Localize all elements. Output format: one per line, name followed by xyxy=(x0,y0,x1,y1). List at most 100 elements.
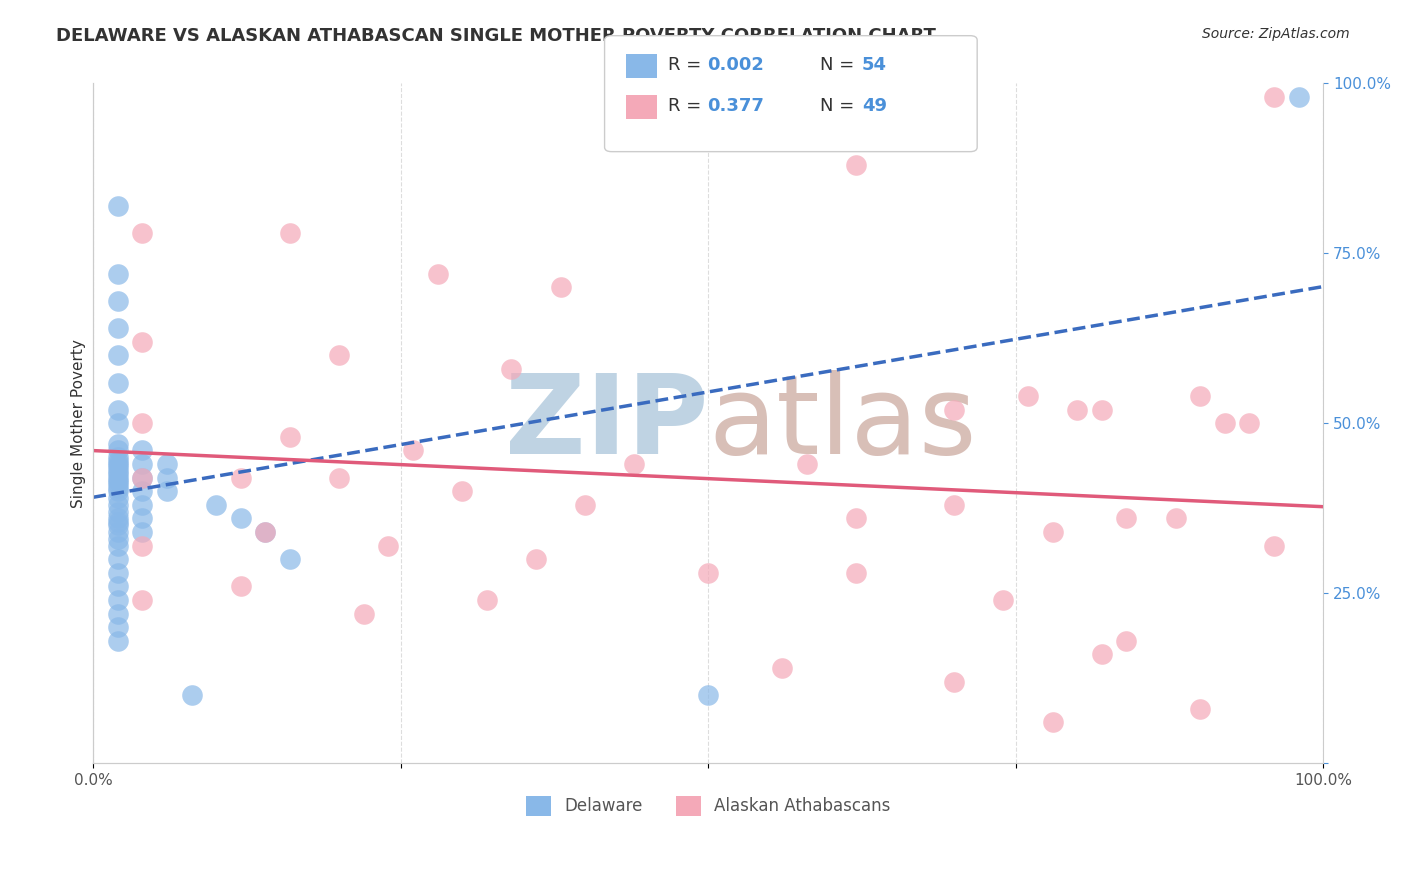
Point xyxy=(278,226,301,240)
Point xyxy=(1066,402,1088,417)
Point xyxy=(107,579,129,593)
Point xyxy=(131,470,153,484)
Point xyxy=(107,464,129,478)
Point xyxy=(107,518,129,533)
Point xyxy=(131,511,153,525)
Point xyxy=(1213,417,1236,431)
Point xyxy=(1091,648,1114,662)
Point xyxy=(107,524,129,539)
Point xyxy=(550,280,572,294)
Point xyxy=(1042,524,1064,539)
Point xyxy=(107,443,129,458)
Point xyxy=(1239,417,1261,431)
Point xyxy=(770,661,793,675)
Point xyxy=(1189,702,1212,716)
Point xyxy=(1042,715,1064,730)
Point xyxy=(1091,402,1114,417)
Text: DELAWARE VS ALASKAN ATHABASCAN SINGLE MOTHER POVERTY CORRELATION CHART: DELAWARE VS ALASKAN ATHABASCAN SINGLE MO… xyxy=(56,27,936,45)
Point xyxy=(1017,389,1039,403)
Point xyxy=(107,293,129,308)
Point xyxy=(845,158,868,172)
Point xyxy=(107,620,129,634)
Point xyxy=(107,470,129,484)
Point xyxy=(131,484,153,499)
Point xyxy=(107,505,129,519)
Point xyxy=(131,226,153,240)
Text: 49: 49 xyxy=(862,97,887,115)
Point xyxy=(131,334,153,349)
Point xyxy=(796,457,818,471)
Point xyxy=(107,436,129,450)
Point xyxy=(180,688,202,702)
Point xyxy=(524,552,547,566)
Point xyxy=(107,552,129,566)
Point xyxy=(1164,511,1187,525)
Point xyxy=(993,593,1015,607)
Point xyxy=(107,460,129,475)
Text: R =: R = xyxy=(668,56,707,74)
Point xyxy=(107,417,129,431)
Point xyxy=(328,470,350,484)
Text: 0.002: 0.002 xyxy=(707,56,763,74)
Point xyxy=(1189,389,1212,403)
Point xyxy=(107,593,129,607)
Text: R =: R = xyxy=(668,97,707,115)
Point xyxy=(156,457,179,471)
Text: N =: N = xyxy=(820,56,859,74)
Point xyxy=(697,688,720,702)
Point xyxy=(107,348,129,362)
Point xyxy=(475,593,498,607)
Point xyxy=(131,524,153,539)
Point xyxy=(574,498,596,512)
Point xyxy=(107,539,129,553)
Point xyxy=(131,498,153,512)
Point xyxy=(426,267,449,281)
Point xyxy=(1115,511,1137,525)
Y-axis label: Single Mother Poverty: Single Mother Poverty xyxy=(72,339,86,508)
Point xyxy=(402,443,425,458)
Text: 54: 54 xyxy=(862,56,887,74)
Point xyxy=(131,443,153,458)
Point xyxy=(107,450,129,465)
Point xyxy=(278,430,301,444)
Point xyxy=(229,579,252,593)
Point xyxy=(131,417,153,431)
Legend: Delaware, Alaskan Athabascans: Delaware, Alaskan Athabascans xyxy=(519,789,897,822)
Point xyxy=(845,511,868,525)
Point xyxy=(107,515,129,529)
Point xyxy=(107,498,129,512)
Point xyxy=(377,539,399,553)
Point xyxy=(697,566,720,580)
Point xyxy=(254,524,277,539)
Point xyxy=(1263,539,1285,553)
Text: N =: N = xyxy=(820,97,859,115)
Point xyxy=(501,362,523,376)
Point xyxy=(107,633,129,648)
Point xyxy=(131,457,153,471)
Point xyxy=(107,467,129,482)
Point xyxy=(1263,90,1285,104)
Point xyxy=(107,321,129,335)
Point xyxy=(107,453,129,467)
Point xyxy=(107,477,129,491)
Point xyxy=(278,552,301,566)
Point xyxy=(1115,633,1137,648)
Point xyxy=(205,498,228,512)
Text: ZIP: ZIP xyxy=(505,370,709,477)
Point xyxy=(229,511,252,525)
Point xyxy=(107,491,129,505)
Point xyxy=(943,402,966,417)
Point xyxy=(131,539,153,553)
Text: atlas: atlas xyxy=(709,370,977,477)
Point xyxy=(107,376,129,390)
Point xyxy=(107,199,129,213)
Point xyxy=(1288,90,1310,104)
Point xyxy=(107,484,129,499)
Point xyxy=(328,348,350,362)
Text: 0.377: 0.377 xyxy=(707,97,763,115)
Point xyxy=(845,566,868,580)
Point xyxy=(156,484,179,499)
Point xyxy=(107,402,129,417)
Point xyxy=(107,607,129,621)
Text: Source: ZipAtlas.com: Source: ZipAtlas.com xyxy=(1202,27,1350,41)
